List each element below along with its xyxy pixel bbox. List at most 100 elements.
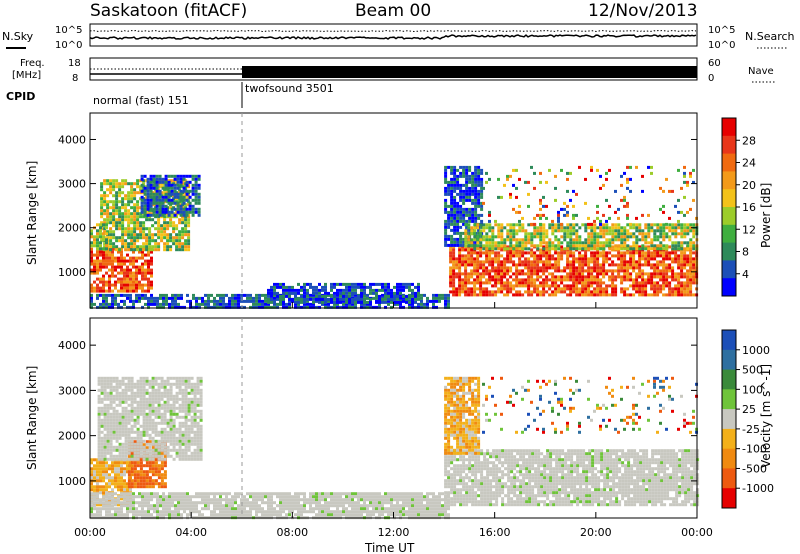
power-cell [551,266,555,270]
velocity-cell [130,464,134,468]
velocity-cell [118,382,122,386]
power-cell [581,247,585,251]
power-cell [207,302,210,306]
power-cell [303,288,306,292]
power-cell [497,269,501,273]
power-cell [285,294,288,298]
power-cell [124,227,128,231]
power-cell [683,260,687,264]
power-cell [120,280,123,284]
power-cell [112,206,116,210]
power-cell [641,189,644,193]
power-cell [464,235,468,239]
power-cell [527,223,531,227]
power-cell [470,241,474,245]
power-cell [143,189,147,193]
velocity-cell [169,418,173,422]
power-cell [172,224,176,228]
velocity-cell [163,430,167,434]
power-cell [139,224,143,228]
power-cell [470,269,474,273]
power-cell [548,241,552,245]
velocity-cell [112,379,116,383]
power-cell [164,174,168,178]
power-cell [539,281,543,285]
velocity-cell [124,412,128,416]
velocity-cell [115,379,119,383]
velocity-cell [151,409,155,413]
power-cell [354,297,357,301]
power-cell [569,226,573,230]
power-cell [207,305,210,309]
power-cell [166,239,170,243]
power-cell [186,299,189,303]
power-cell [172,206,176,210]
power-cell [468,192,472,196]
power-cell [554,244,558,248]
power-cell [336,302,339,306]
power-cell [497,195,500,199]
freq-label: Freq. [20,58,45,69]
power-cell [155,189,159,193]
power-cell [351,300,354,304]
power-cell [288,285,291,289]
velocity-cell [133,445,137,449]
power-cell [270,297,273,301]
velocity-cell [111,488,114,492]
velocity-cell [124,406,128,410]
power-cell [96,223,99,227]
power-cell [396,300,399,304]
power-cell [650,226,654,230]
velocity-cell [157,445,161,449]
power-cell [518,210,521,214]
velocity-cell [148,461,152,465]
power-cell [638,226,642,230]
power-cell [453,171,457,175]
power-cell [626,213,629,217]
velocity-cell [100,421,104,425]
power-cell [459,195,463,199]
power-cell [539,251,543,255]
power-cell [273,296,276,300]
velocity-cell [178,442,182,446]
power-cell [584,251,588,255]
power-cell [480,189,484,193]
velocity-cell [148,409,152,413]
velocity-cell [181,430,185,434]
velocity-cell [130,397,134,401]
power-cell [668,229,672,233]
power-cell [300,288,303,292]
velocity-cell [120,497,123,501]
power-cell [135,271,138,275]
velocity-cell [178,376,182,380]
power-cell [533,284,537,288]
power-cell [578,251,582,255]
power-cell [160,236,164,240]
power-cell [161,180,165,184]
velocity-cell [106,424,110,428]
power-cell [444,296,447,300]
power-cell [668,293,672,297]
velocity-cell [120,461,123,465]
power-cell [258,305,261,309]
power-cell [195,296,198,300]
power-cell [387,291,390,295]
velocity-cell [97,445,101,449]
power-cell [160,227,164,231]
power-cell [692,281,696,285]
power-cell [635,241,639,245]
power-cell [345,297,348,301]
velocity-cell [121,415,125,419]
power-cell [506,254,510,258]
power-cell [671,278,675,282]
power-cell [683,247,687,251]
power-cell [154,221,158,225]
power-cell [234,302,237,306]
velocity-cell [109,418,113,422]
velocity-cell [181,454,185,458]
velocity-cell [163,382,167,386]
power-cell [584,281,588,285]
power-cell [146,213,150,217]
velocity-cell [96,476,99,480]
power-cell [348,294,351,298]
